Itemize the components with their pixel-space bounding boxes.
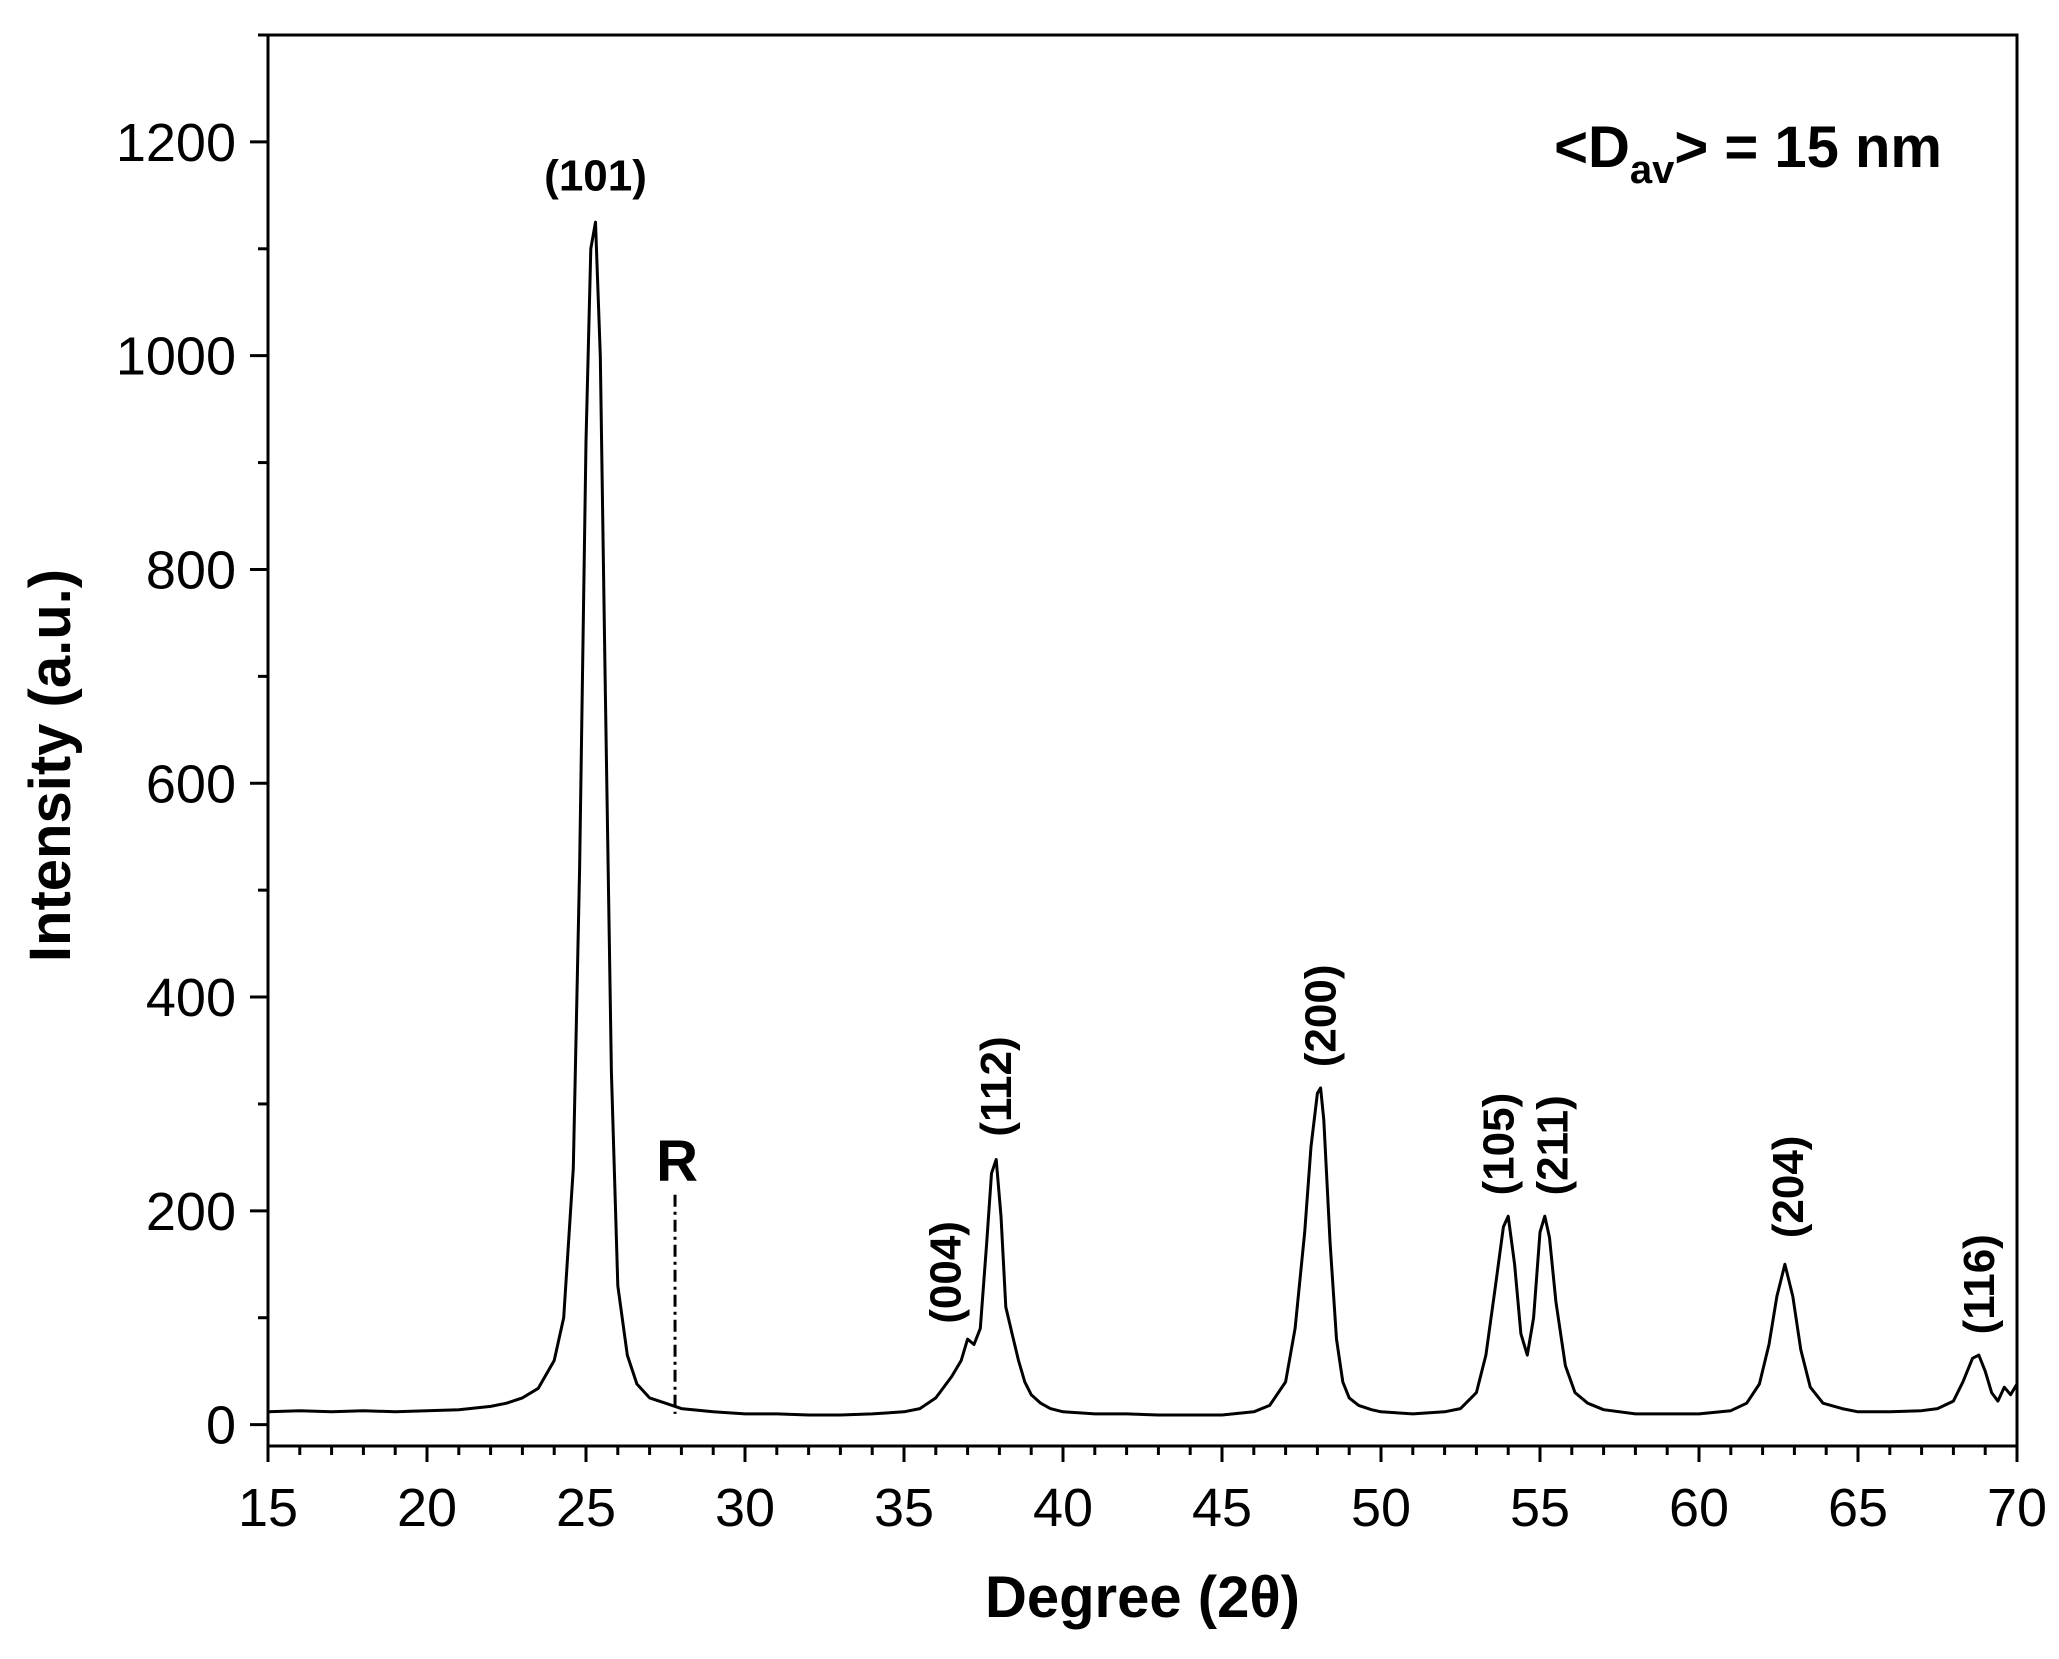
x-axis-tick-labels: 15 20 25 30 35 40 45 50 55 60 65 70	[238, 1478, 2047, 1538]
y-axis-ticks	[250, 33, 268, 1427]
peak-label: (211)	[1529, 1095, 1578, 1195]
peak-label: (116)	[1955, 1234, 2004, 1334]
xrd-pattern-line	[267, 220, 2019, 1417]
y-tick-label: 600	[146, 754, 236, 814]
y-axis-title: Intensity (a.u.)	[18, 569, 83, 962]
peak-label: (112)	[972, 1036, 1021, 1136]
x-tick-label: 40	[1033, 1478, 1093, 1538]
peak-label: (105)	[1475, 1093, 1524, 1196]
crystallite-size-annotation: <Dav> = 15 nm	[1554, 115, 1942, 192]
peak-labels: (101) (004) (112) (200) (105) (211) (204) (116)	[544, 152, 2004, 1335]
y-tick-label: 1000	[116, 327, 236, 387]
x-axis-title: Degree (2θ)	[985, 1565, 1300, 1630]
crystallite-size-subscript: av	[1630, 148, 1675, 192]
x-tick-label: 60	[1669, 1478, 1729, 1538]
y-tick-label: 0	[206, 1396, 236, 1456]
y-axis-tick-labels: 0 200 400 600 800 1000 1200	[116, 113, 236, 1456]
x-tick-label: 65	[1828, 1478, 1888, 1538]
peak-label: (200)	[1297, 964, 1346, 1067]
x-tick-label: 55	[1510, 1478, 1570, 1538]
x-tick-label: 25	[556, 1478, 616, 1538]
y-tick-label: 400	[146, 968, 236, 1028]
y-tick-label: 1200	[116, 113, 236, 173]
x-axis-ticks	[266, 1446, 2019, 1462]
peak-label: (204)	[1764, 1136, 1813, 1239]
y-tick-label: 800	[146, 540, 236, 600]
plot-frame	[266, 33, 2019, 1448]
peak-label: (101)	[544, 152, 647, 201]
x-tick-label: 30	[715, 1478, 775, 1538]
crystallite-size-main: <D	[1554, 115, 1630, 180]
crystallite-size-rest: > = 15 nm	[1674, 115, 1942, 180]
x-tick-label: 20	[397, 1478, 457, 1538]
x-tick-label: 50	[1351, 1478, 1411, 1538]
plot-border	[266, 33, 2019, 1448]
x-tick-label: 70	[1987, 1478, 2047, 1538]
rutile-marker-label: R	[656, 1129, 698, 1194]
x-tick-label: 15	[238, 1478, 298, 1538]
peak-label: (004)	[921, 1221, 970, 1324]
x-tick-label: 35	[874, 1478, 934, 1538]
y-tick-label: 200	[146, 1182, 236, 1242]
x-tick-label: 45	[1192, 1478, 1252, 1538]
